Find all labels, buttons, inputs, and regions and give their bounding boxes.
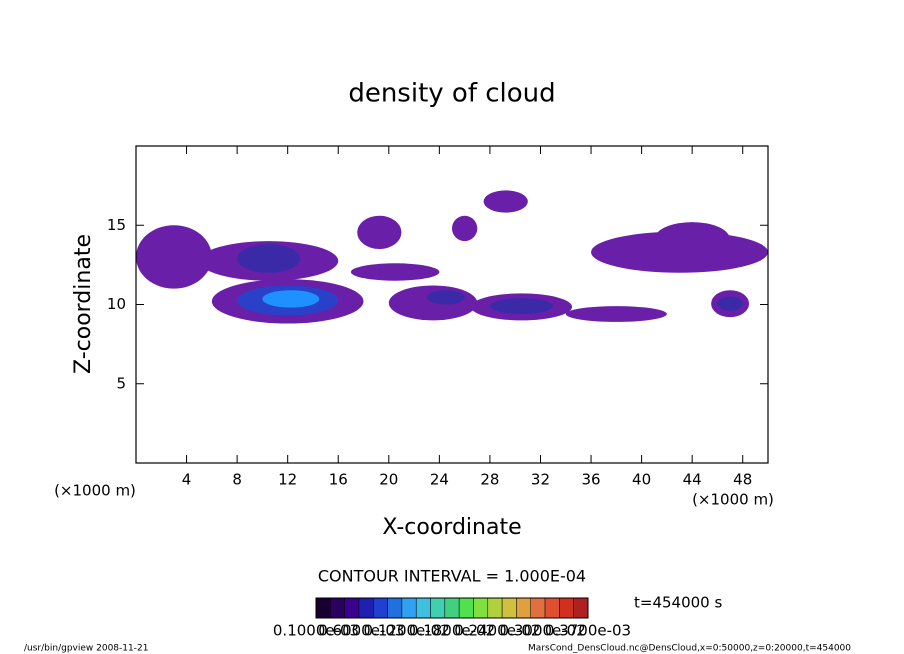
cloud-region [136,225,212,289]
time-label: t=454000 s [634,594,722,612]
colorbar-swatch [487,597,503,619]
cloud-region [489,298,554,315]
y-axis-label: Z-coordinate [71,234,96,374]
colorbar-label: 0.6000e-03 [318,622,404,640]
colorbar-frame [315,597,589,619]
cloud-region [452,215,478,242]
cloud-region [426,290,465,305]
x-tick-label: 36 [581,471,600,489]
colorbar-swatch [501,597,517,619]
colorbar-swatch [415,597,431,619]
x-tick-label: 20 [379,471,398,489]
colorbar-swatch [444,597,460,619]
footer-left: /usr/bin/gpview 2008-11-21 [24,644,148,654]
colorbar-swatch [358,597,374,619]
x-tick-label: 4 [182,471,192,489]
colorbar-swatch [387,597,403,619]
cloud-region [565,306,667,322]
colorbar-swatch [401,597,417,619]
y-tick-label: 5 [116,374,126,392]
cloud-region [357,215,402,250]
colorbar-label: 0.3000e-02 [500,622,586,640]
y-unit: (×1000 m) [54,482,136,500]
x-tick-label: 16 [329,471,348,489]
colorbar-swatch [315,597,331,619]
cloud-region [654,222,731,257]
contour-interval: CONTOUR INTERVAL = 1.000E-04 [318,567,586,586]
x-tick-label: 28 [480,471,499,489]
cloud-region [350,263,440,281]
cloud-region [237,244,301,273]
cloud-region [388,285,478,321]
colorbar-swatch [344,597,360,619]
cloud-region [717,296,743,311]
colorbar-swatch [373,597,388,619]
chart-title: density of cloud [348,79,555,109]
colorbar-label: 0.1000e-03 [273,622,359,640]
colorbar-swatch [573,597,589,619]
cloud-region [483,190,528,213]
colorbar-label: 0.1200e-02 [364,622,450,640]
colorbar-label: 0.2400e-02 [454,622,540,640]
x-unit: (×1000 m) [692,491,774,509]
y-tick-label: 15 [107,216,126,234]
x-tick-label: 24 [430,471,449,489]
footer-right: MarsCond_DensCloud.nc@DensCloud,x=0:5000… [528,644,851,654]
colorbar-swatch [544,597,560,619]
x-tick-label: 44 [683,471,702,489]
colorbar-label: 0.1800e-02 [409,622,495,640]
colorbar-label: 0.3700e-03 [545,622,631,640]
colorbar-swatch [430,597,446,619]
colorbar-swatch [559,597,574,619]
x-tick-label: 32 [531,471,550,489]
colorbar-swatch [458,597,474,619]
y-tick-label: 10 [107,295,126,313]
colorbar-swatch [330,597,345,619]
x-tick-label: 40 [632,471,651,489]
cloud-region [262,290,320,308]
x-tick-label: 8 [232,471,242,489]
colorbar-swatch [530,597,546,619]
x-tick-label: 12 [278,471,297,489]
colorbar-swatch [516,597,531,619]
x-axis-label: X-coordinate [382,515,521,540]
x-tick-label: 48 [733,471,752,489]
colorbar-swatch [473,597,489,619]
